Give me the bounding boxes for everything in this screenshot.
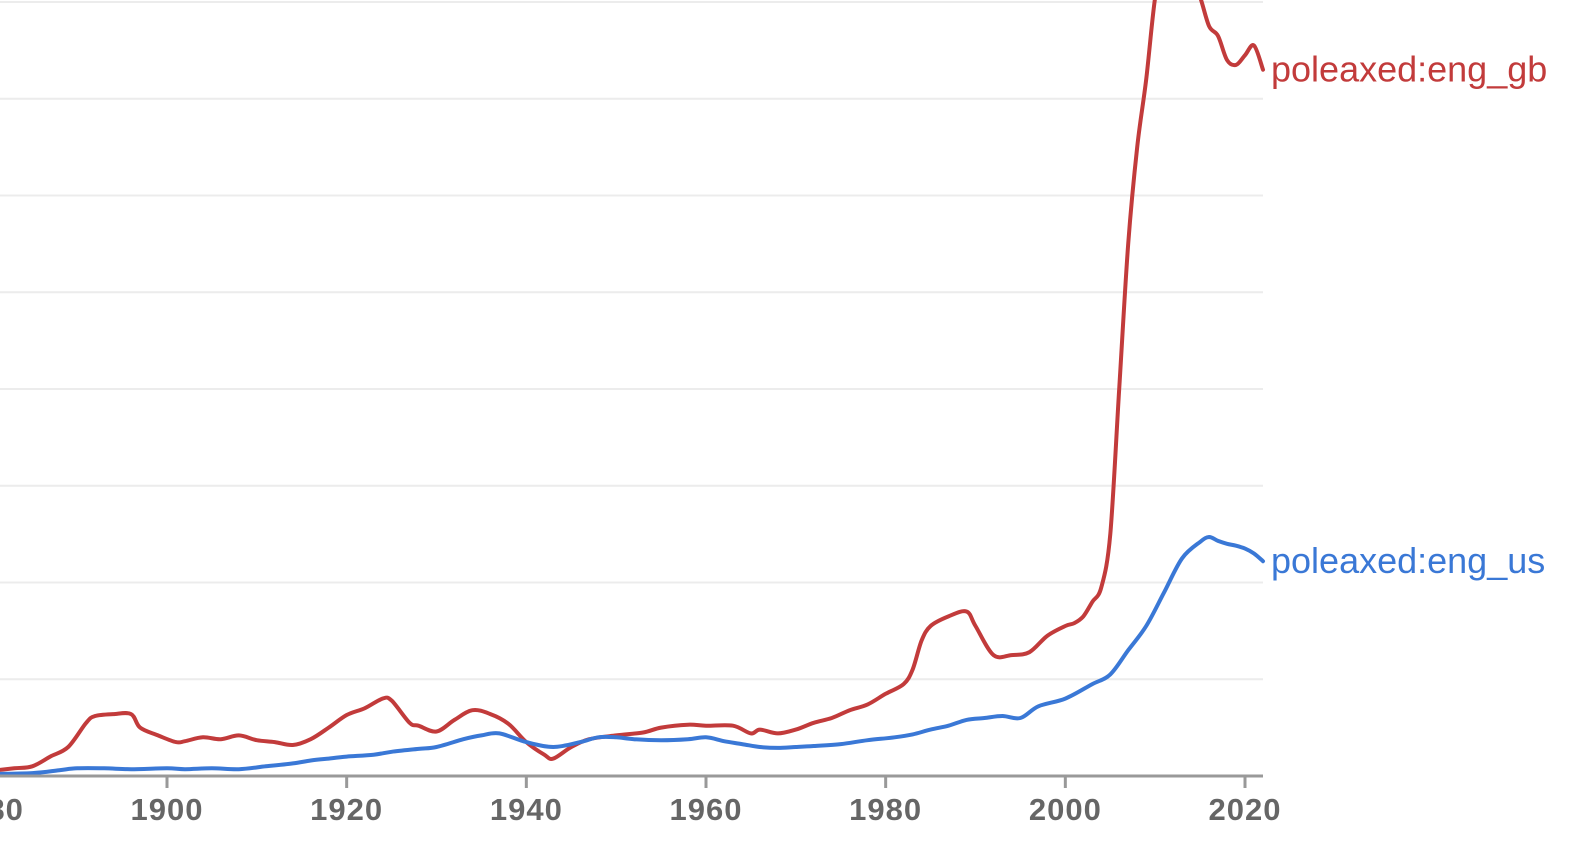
- x-tick-label: 2020: [1209, 792, 1282, 827]
- series-label-eng-gb: poleaxed:eng_gb: [1271, 49, 1547, 90]
- x-tick-label: 1900: [131, 792, 204, 827]
- series-lines: [0, 0, 1265, 776]
- x-tick-label: 1940: [490, 792, 563, 827]
- x-tick-label: 2000: [1029, 792, 1102, 827]
- x-tick-label: 1980: [849, 792, 922, 827]
- x-tick-label: 1880: [0, 792, 24, 827]
- series-label-eng-us: poleaxed:eng_us: [1271, 540, 1545, 581]
- x-tick-label: 1920: [310, 792, 383, 827]
- series-line-eng-us: [0, 535, 1265, 776]
- gridlines: [0, 1, 1263, 681]
- series-labels: poleaxed:eng_gb poleaxed:eng_us: [1271, 49, 1547, 581]
- series-line-eng-gb: [0, 0, 1265, 772]
- x-axis-ticks: 1880 1900 1920 1940 1960 1980 2000 2020: [0, 776, 1282, 827]
- x-tick-label: 1960: [670, 792, 743, 827]
